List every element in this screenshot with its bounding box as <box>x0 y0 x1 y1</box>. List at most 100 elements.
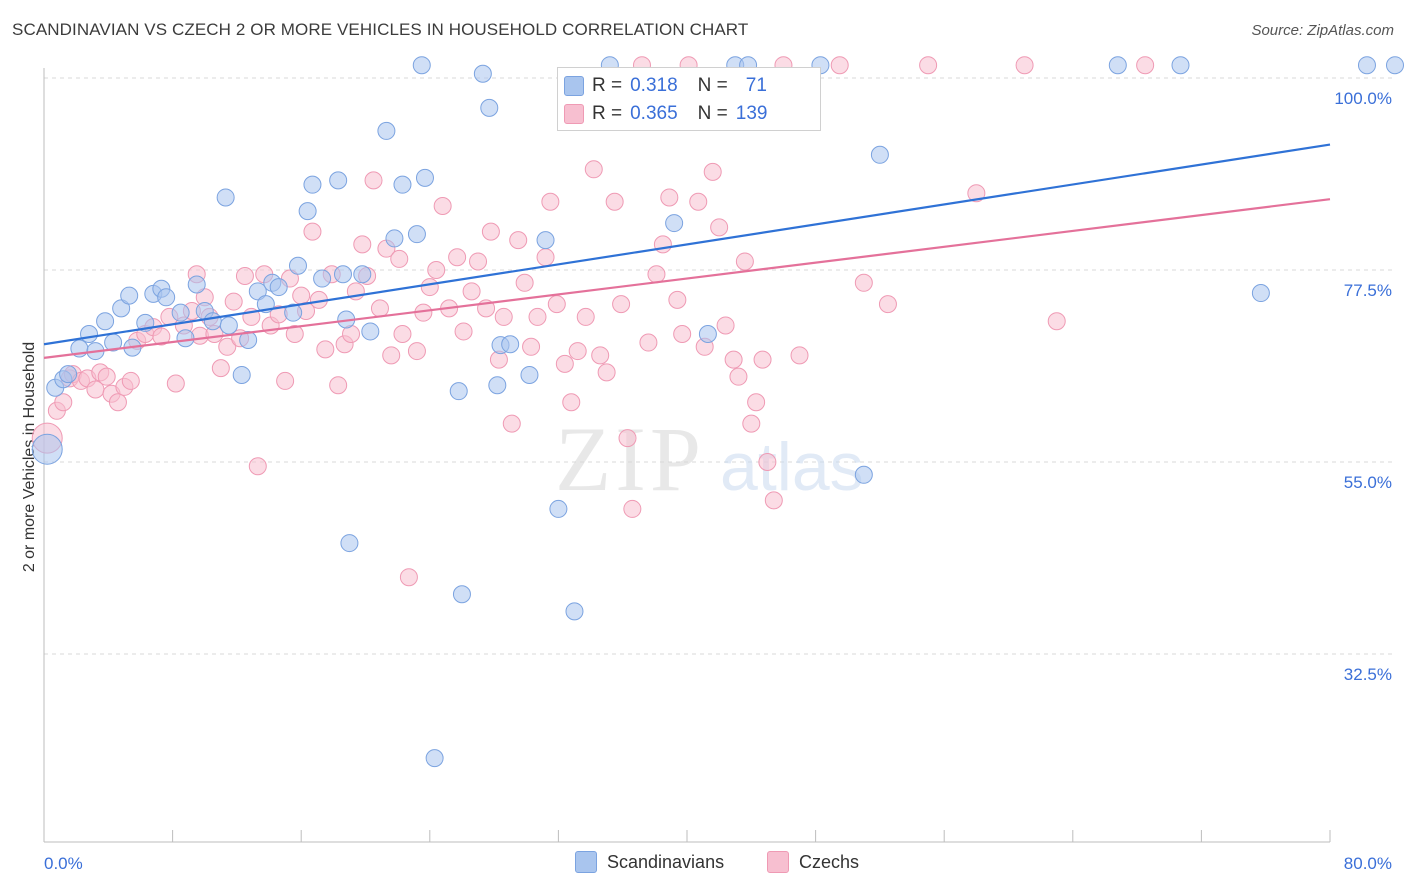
czech-point <box>433 197 452 215</box>
czech-point <box>448 248 467 267</box>
czech-point <box>121 371 140 390</box>
czech-point <box>382 346 401 365</box>
y-tick-label: 77.5% <box>1344 281 1392 300</box>
czech-point <box>735 252 754 271</box>
czech-point <box>729 367 748 386</box>
czech-point <box>276 371 295 390</box>
scandinavian-point <box>59 365 78 384</box>
scandinavian-point <box>298 202 317 221</box>
scandinavians-points <box>31 56 1404 768</box>
czech-point <box>364 171 383 190</box>
scandinavian-point <box>480 98 499 117</box>
czech-point <box>703 162 722 181</box>
legend-r-label: R = <box>592 75 623 96</box>
legend-row-czechs: R = 0.365 N = 139 <box>564 101 768 127</box>
czech-point <box>393 325 412 343</box>
series-legend: Scandinavians Czechs <box>0 851 1406 879</box>
czech-point <box>1136 56 1155 75</box>
scandinavian-point <box>171 303 190 322</box>
watermark-zip: ZIP <box>555 408 705 510</box>
czechs-trend-line <box>43 198 1331 359</box>
czech-point <box>830 56 849 75</box>
czech-point <box>919 56 938 75</box>
scandinavian-point <box>216 188 235 207</box>
czech-point <box>509 231 528 250</box>
source-label: Source: ZipAtlas.com <box>1251 22 1394 39</box>
scandinavian-point <box>303 175 322 194</box>
scandinavian-point <box>488 376 507 395</box>
czech-point <box>515 273 534 292</box>
scandinavian-point <box>361 322 380 341</box>
czech-point <box>166 374 185 393</box>
scandinavian-point <box>1171 56 1190 75</box>
legend-item-scandinavians: Scandinavians <box>575 851 724 873</box>
legend-r-label: R = <box>592 103 623 124</box>
czech-point <box>390 249 409 268</box>
czech-point <box>528 307 547 326</box>
scandinavian-point <box>1108 56 1127 75</box>
x-tick-label: 80.0% <box>1344 854 1392 873</box>
scandinavian-point <box>284 303 303 322</box>
legend-label-scandinavians: Scandinavians <box>607 851 725 872</box>
czech-point <box>790 346 809 365</box>
legend-swatch-pink <box>564 104 584 124</box>
legend-item-czechs: Czechs <box>767 851 859 873</box>
czech-point <box>647 265 666 284</box>
scandinavians-trend-line <box>43 143 1331 346</box>
scandinavian-point <box>854 465 873 484</box>
czech-point <box>660 188 679 207</box>
czech-point <box>285 325 304 343</box>
scandinavian-point <box>203 312 222 331</box>
legend-n-value: 139 <box>735 103 768 124</box>
czech-point <box>224 292 243 311</box>
czech-point <box>108 393 127 412</box>
czech-point <box>211 359 230 378</box>
scandinavian-point <box>187 275 206 294</box>
czech-point <box>218 337 237 356</box>
czech-point <box>54 393 73 412</box>
czech-point <box>623 499 642 518</box>
scandinavian-point <box>536 231 555 250</box>
czech-point <box>235 266 254 285</box>
czech-point <box>353 235 372 254</box>
scandinavian-point <box>415 168 434 187</box>
gridlines <box>44 77 1392 655</box>
scandinavian-point <box>870 145 889 164</box>
scandinavian-point <box>1251 284 1270 303</box>
legend-label-czechs: Czechs <box>799 851 860 872</box>
scandinavian-point <box>269 278 288 297</box>
tick-labels: 32.5% 55.0% 77.5% 100.0% 0.0% 80.0% <box>44 89 1392 873</box>
scandinavian-point <box>31 433 63 465</box>
scandinavian-point <box>1386 56 1404 75</box>
legend-row-scandinavians: R = 0.318 N = 71 <box>564 73 767 99</box>
scandinavian-point <box>425 749 444 768</box>
legend-r-value: 0.365 <box>630 103 678 124</box>
czech-point <box>1015 56 1034 75</box>
x-tick-label: 0.0% <box>44 854 83 873</box>
scandinavian-point <box>80 325 99 343</box>
czech-point <box>547 295 566 314</box>
scandinavian-point <box>1357 56 1376 75</box>
czech-point <box>420 278 439 297</box>
czech-point <box>967 184 986 203</box>
czech-point <box>469 252 488 271</box>
trend-lines <box>43 143 1331 359</box>
czech-point <box>710 218 729 237</box>
chart-title: SCANDINAVIAN VS CZECH 2 OR MORE VEHICLES… <box>12 20 749 39</box>
scandinavian-point <box>385 229 404 248</box>
scandinavian-point <box>520 365 539 384</box>
scandinavian-point <box>412 56 431 75</box>
czech-point <box>152 327 171 346</box>
stats-legend: R = 0.318 N = 71 R = 0.365 N = 139 <box>557 67 821 131</box>
scandinavian-point <box>157 288 176 307</box>
czech-point <box>329 376 348 395</box>
czech-point <box>462 282 481 301</box>
czech-point <box>522 337 541 356</box>
y-tick-label: 32.5% <box>1344 665 1392 684</box>
scandinavian-point <box>248 282 267 301</box>
czech-point <box>541 192 560 211</box>
czech-point <box>576 307 595 326</box>
czech-point <box>292 286 311 305</box>
czech-point <box>494 307 513 326</box>
